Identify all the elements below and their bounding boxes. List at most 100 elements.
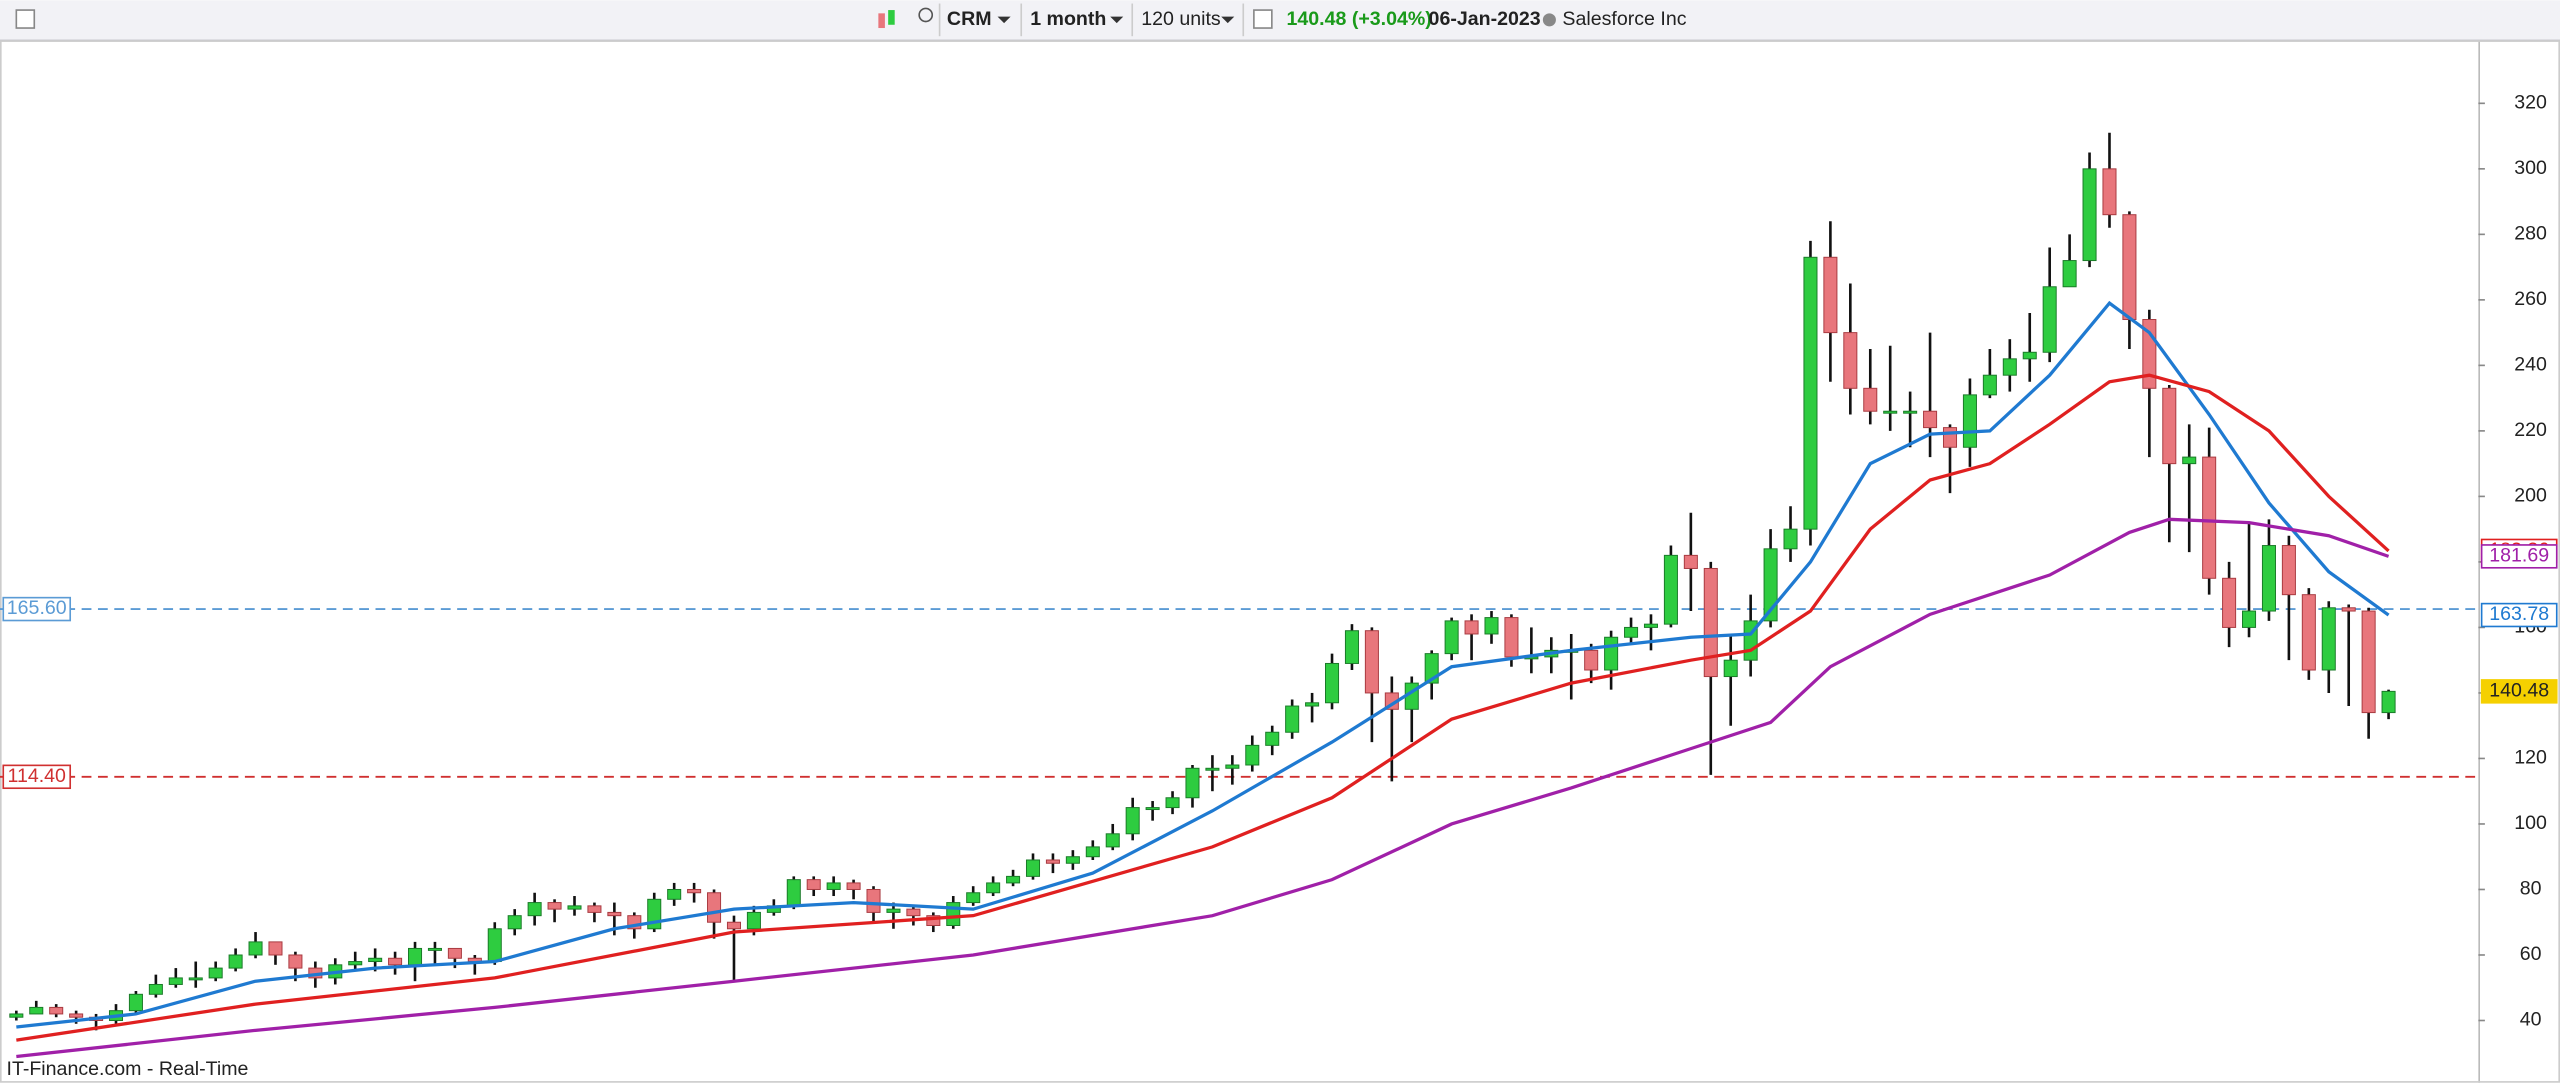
candle-body xyxy=(587,905,602,913)
moving-average-line xyxy=(16,373,2390,1042)
candle-body xyxy=(966,892,981,904)
y-tick-label: 100 xyxy=(2514,812,2547,834)
candle-body xyxy=(2242,610,2257,628)
status-dot xyxy=(1542,13,1556,27)
candle-body xyxy=(1444,620,1459,655)
moving-average-line xyxy=(16,300,2390,1029)
candle-body xyxy=(1643,623,1659,628)
candle-body xyxy=(2082,168,2097,262)
candle-body xyxy=(2102,168,2117,216)
candle-body xyxy=(2022,351,2037,360)
candle-body xyxy=(1125,807,1140,835)
symbol[interactable]: CRM xyxy=(947,8,992,30)
candle-body xyxy=(2341,607,2356,612)
candle-body xyxy=(1703,567,1718,678)
y-tick-label: 260 xyxy=(2514,288,2547,310)
level-label: 165.60 xyxy=(7,597,67,619)
candle-body xyxy=(248,941,263,956)
candle-body xyxy=(687,888,702,894)
candle-body xyxy=(2301,594,2316,671)
dropdown-arrow[interactable] xyxy=(1221,16,1235,24)
candle-body xyxy=(2261,545,2276,612)
candle-body xyxy=(1145,807,1160,811)
period[interactable]: 1 month xyxy=(1030,8,1106,30)
last-value-label: 181.69 xyxy=(2489,545,2549,567)
candle-body xyxy=(2381,690,2396,714)
candle-body xyxy=(1843,332,1858,389)
candle-body xyxy=(487,928,502,963)
candle-body xyxy=(1962,394,1977,448)
candle-body xyxy=(1763,548,1778,622)
y-tick-label: 280 xyxy=(2514,223,2547,245)
toolbar-checkbox[interactable] xyxy=(15,9,36,29)
candle-body xyxy=(2162,387,2177,465)
candle-body xyxy=(427,947,442,951)
candle-body xyxy=(1205,767,1220,771)
candle-body xyxy=(2062,260,2077,288)
candle-body xyxy=(2321,607,2336,671)
candle-body xyxy=(1923,410,1938,429)
last-price-label: 140.48 xyxy=(2489,680,2549,702)
candle-body xyxy=(388,957,403,966)
candle-body xyxy=(1464,620,1479,635)
candle-body xyxy=(188,977,203,981)
candle-body xyxy=(1085,846,1100,858)
y-tick-label: 240 xyxy=(2514,354,2547,376)
chart-type-icon[interactable] xyxy=(878,10,895,29)
candle-body xyxy=(2202,456,2217,579)
candle-body xyxy=(507,915,522,930)
candle-body xyxy=(926,915,941,926)
y-tick-label: 120 xyxy=(2514,747,2547,769)
toolbar xyxy=(0,0,2560,40)
candle-body xyxy=(168,977,183,985)
candle-body xyxy=(567,905,582,910)
candle-body xyxy=(1624,626,1639,638)
candle-body xyxy=(1325,662,1340,704)
y-tick-label: 200 xyxy=(2514,485,2547,507)
candle-body xyxy=(906,908,921,917)
candle-body xyxy=(1783,528,1798,550)
candle-body xyxy=(1305,702,1320,707)
candle-body xyxy=(786,879,801,907)
units[interactable]: 120 units xyxy=(1141,8,1221,30)
last-value-label-box xyxy=(2480,544,2558,569)
candle-body xyxy=(1803,256,1818,530)
candle-body xyxy=(746,911,761,930)
indicator-icon[interactable] xyxy=(918,7,934,23)
candle-body xyxy=(667,888,682,900)
candle-body xyxy=(69,1013,84,1018)
candle-body xyxy=(49,1006,64,1015)
candle-body xyxy=(228,954,243,969)
candle-body xyxy=(866,888,881,913)
candle-body xyxy=(128,993,143,1012)
info-icon[interactable] xyxy=(1253,9,1273,29)
candle-body xyxy=(1982,374,1997,396)
y-tick-label: 300 xyxy=(2514,157,2547,179)
candle-body xyxy=(368,957,383,963)
candle-body xyxy=(288,954,303,969)
candle-body xyxy=(2042,286,2057,353)
candle-body xyxy=(9,1013,24,1018)
candle-body xyxy=(726,921,742,930)
candle-body xyxy=(2182,456,2197,465)
candle-body xyxy=(2222,577,2237,628)
candle-body xyxy=(1663,554,1678,625)
candle-body xyxy=(1364,630,1379,694)
last-value-label: 163.78 xyxy=(2489,603,2549,625)
candle-body xyxy=(826,882,841,890)
dropdown-arrow[interactable] xyxy=(997,16,1011,24)
level-label: 114.40 xyxy=(8,765,67,787)
candle-body xyxy=(1025,859,1041,877)
candle-body xyxy=(806,879,821,890)
candle-body xyxy=(1942,427,1958,448)
candle-body xyxy=(1604,636,1619,671)
candle-body xyxy=(1683,554,1698,569)
footer: IT-Finance.com - Real-Time xyxy=(7,1058,249,1080)
candle-body xyxy=(1584,649,1599,671)
candle-body xyxy=(348,961,363,966)
level-label-box xyxy=(2,764,72,790)
y-tick-label: 80 xyxy=(2520,878,2542,900)
candle-body xyxy=(1484,617,1499,635)
dropdown-arrow[interactable] xyxy=(1110,16,1124,24)
candle-body xyxy=(2122,214,2137,321)
